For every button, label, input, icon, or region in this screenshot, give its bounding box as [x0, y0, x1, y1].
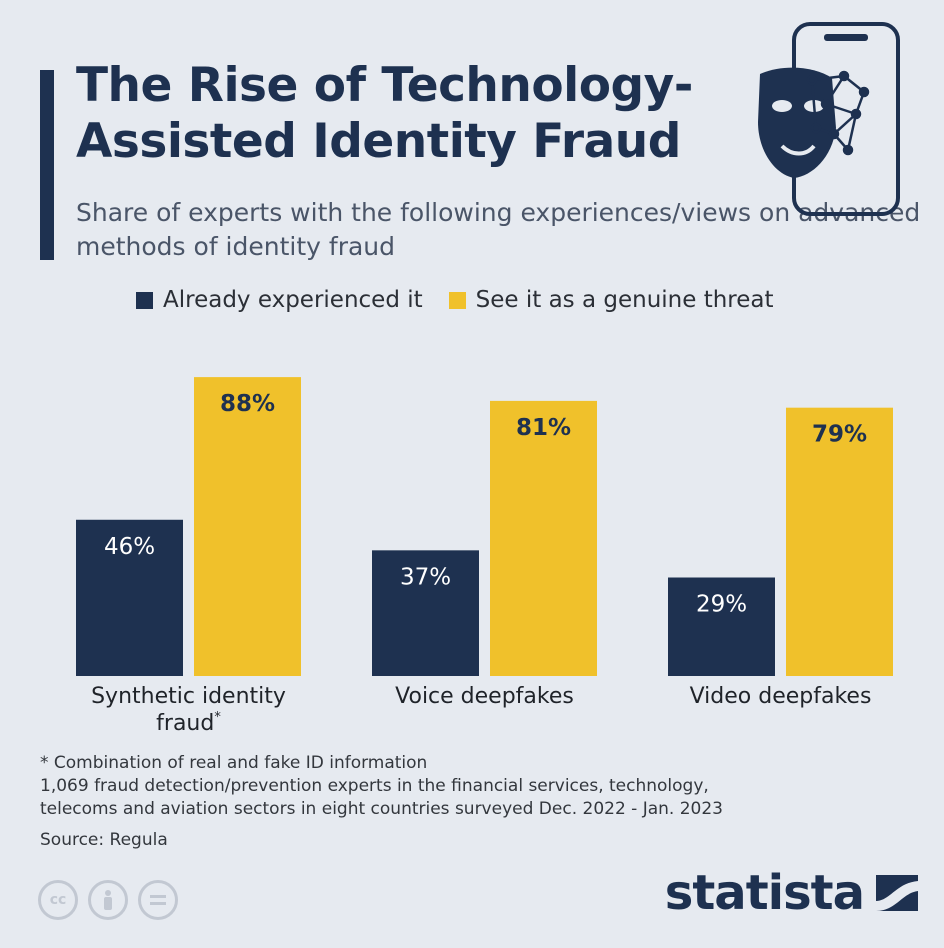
category-label: fraud*	[156, 710, 221, 736]
chart-subtitle: Share of experts with the following expe…	[76, 198, 921, 261]
category-label: Video deepfakes	[690, 684, 872, 709]
statista-brand[interactable]: statista	[665, 865, 918, 921]
bar-experienced	[76, 519, 183, 676]
bar-value-label: 46%	[104, 534, 155, 560]
bar-experienced	[668, 577, 775, 676]
statista-logo-icon	[876, 875, 918, 911]
legend-label-threat: See it as a genuine threat	[475, 287, 774, 313]
no-derivatives-icon[interactable]	[138, 880, 178, 920]
source-note: Source: Regula	[40, 830, 168, 850]
cc-icon[interactable]: cc	[38, 880, 78, 920]
bar-value-label: 29%	[696, 592, 747, 618]
title-line: The Rise of Technology-	[76, 58, 693, 113]
survey-note-line-1: 1,069 fraud detection/prevention experts…	[40, 776, 709, 796]
bar-threat	[490, 400, 597, 676]
bar-value-label: 81%	[516, 415, 571, 441]
legend-swatch-threat	[448, 291, 466, 309]
bar-value-label: 37%	[400, 564, 451, 590]
title-line: Assisted Identity Fraud	[76, 114, 681, 169]
bar-value-label: 88%	[220, 391, 275, 417]
chart-title: The Rise of Technology- Assisted Identity…	[76, 58, 756, 170]
footnote: * Combination of real and fake ID inform…	[40, 753, 428, 773]
legend-swatch-experienced	[136, 291, 153, 309]
legend-label-experienced: Already experienced it	[163, 287, 423, 313]
fraud-illustration	[758, 22, 900, 216]
face-mesh-icon	[806, 70, 870, 156]
category-label: Synthetic identity	[91, 684, 286, 709]
brand-name: statista	[664, 865, 865, 921]
survey-note-line-2: telecoms and aviation sectors in eight c…	[40, 799, 723, 819]
bar-value-label: 79%	[812, 422, 867, 448]
title-accent-bar	[40, 70, 54, 260]
legend-item-threat: See it as a genuine threat	[448, 287, 774, 313]
bar-threat	[786, 407, 893, 676]
chart-legend: Already experienced it See it as a genui…	[136, 285, 800, 315]
license-icons: cc	[38, 880, 188, 920]
legend-item-experienced: Already experienced it	[136, 287, 423, 313]
category-label: Voice deepfakes	[395, 684, 574, 709]
chart-notes: * Combination of real and fake ID inform…	[40, 752, 920, 852]
attribution-icon[interactable]	[88, 880, 128, 920]
bar-experienced	[372, 550, 479, 676]
bar-threat	[194, 377, 301, 676]
